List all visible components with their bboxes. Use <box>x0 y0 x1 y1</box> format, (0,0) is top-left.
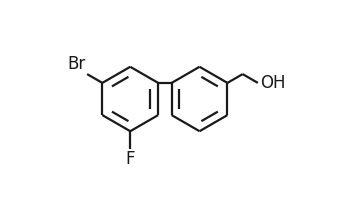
Text: Br: Br <box>67 55 85 73</box>
Text: F: F <box>126 150 135 168</box>
Text: OH: OH <box>260 74 285 92</box>
